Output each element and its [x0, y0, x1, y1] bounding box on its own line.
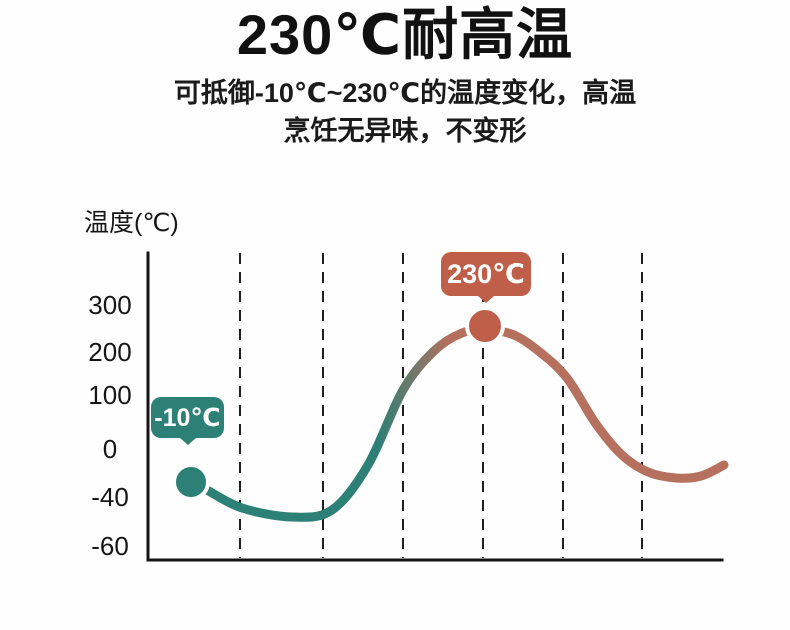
- y-axis-title: 温度(℃): [84, 209, 179, 237]
- header: 230℃耐高温 可抵御-10℃~230℃的温度变化，高温 烹饪无异味，不变形: [10, 0, 790, 150]
- page-title: 230℃耐高温: [236, 3, 574, 66]
- subtitle-line-2: 烹饪无异味，不变形: [283, 115, 527, 146]
- ytick-100: 100: [88, 380, 132, 410]
- low-temp-dot: [172, 463, 210, 501]
- ytick-neg60: -60: [91, 531, 129, 561]
- low-temp-badge: -10℃: [151, 397, 224, 438]
- temperature-curve: [202, 325, 729, 522]
- ytick-300: 300: [88, 290, 132, 320]
- high-temp-badge: 230℃: [441, 252, 531, 296]
- ytick-0: 0: [102, 434, 118, 464]
- subtitle: 可抵御-10℃~230℃的温度变化，高温 烹饪无异味，不变形: [10, 74, 790, 150]
- ytick-neg40: -40: [91, 482, 129, 512]
- axes: [146, 251, 724, 562]
- high-temp-dot: [465, 306, 505, 346]
- subtitle-line-1: 可抵御-10℃~230℃的温度变化，高温: [173, 77, 637, 108]
- ytick-200: 200: [88, 337, 132, 367]
